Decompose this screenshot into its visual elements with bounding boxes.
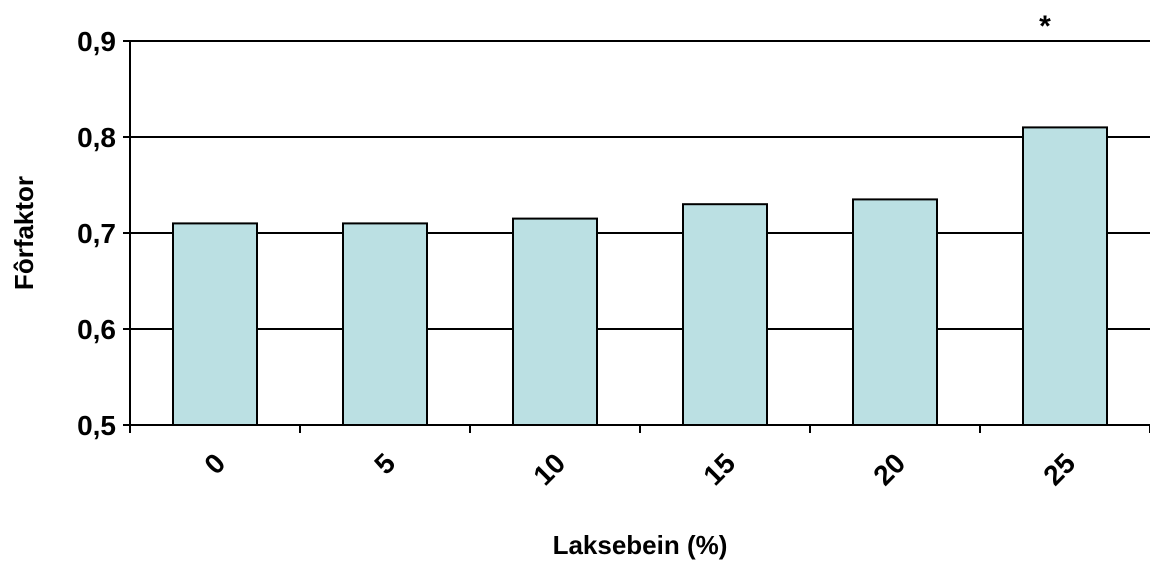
y-axis-title: Fôrfaktor — [9, 176, 39, 290]
y-tick-label: 0,6 — [77, 314, 116, 345]
axes — [123, 40, 1150, 433]
x-tick-label: 15 — [697, 447, 741, 491]
annotations: * — [1039, 10, 1051, 43]
x-tick-label: 20 — [867, 447, 911, 491]
bar-10 — [512, 217, 598, 426]
y-tick-label: 0,9 — [77, 26, 116, 57]
bar-25 — [1022, 126, 1108, 427]
x-tick-label: 0 — [198, 447, 231, 480]
y-tick-label: 0,5 — [77, 410, 116, 441]
significance-marker: * — [1039, 10, 1051, 43]
y-tick-label: 0,7 — [77, 218, 116, 249]
x-tick-labels: 0 5 10 15 20 25 — [198, 447, 1081, 491]
bar-0 — [172, 222, 258, 426]
x-tick-label: 10 — [527, 447, 571, 491]
y-tick-labels: 0,5 0,6 0,7 0,8 0,9 — [77, 26, 116, 441]
x-tick-label: 5 — [368, 447, 401, 480]
x-axis-title: Laksebein (%) — [553, 530, 728, 560]
bars — [172, 126, 1108, 427]
y-tick-label: 0,8 — [77, 122, 116, 153]
bar-20 — [852, 198, 938, 426]
bar-5 — [342, 222, 428, 426]
x-tick-label: 25 — [1037, 447, 1081, 491]
bar-15 — [682, 203, 768, 426]
gridlines — [130, 40, 1150, 330]
